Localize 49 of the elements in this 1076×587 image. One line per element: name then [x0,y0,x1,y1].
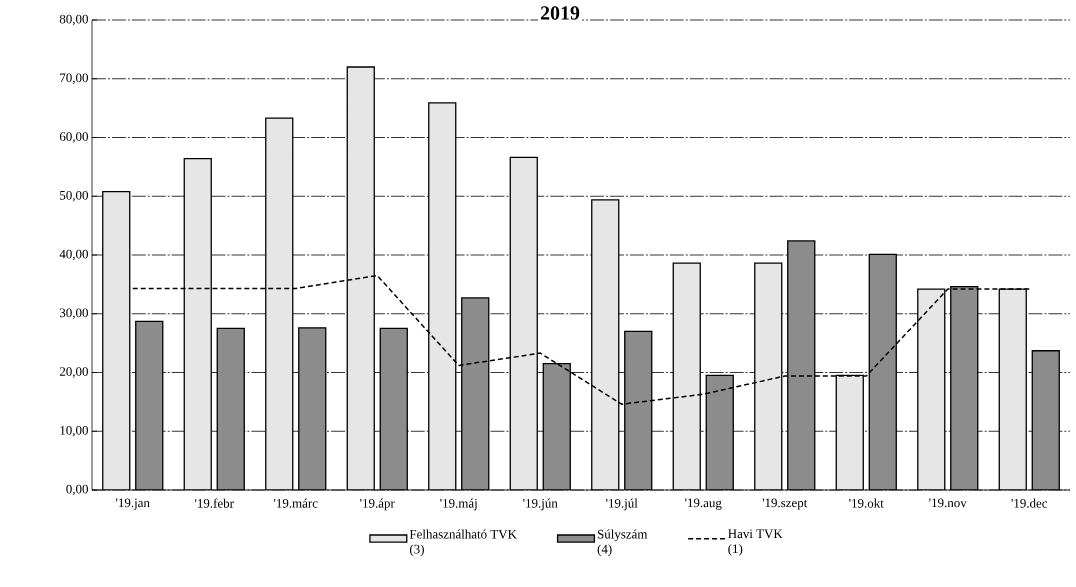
y-tick-label: 50,00 [60,190,88,202]
y-tick-label: 40,00 [59,249,88,261]
y-tick-label: 10,00 [60,425,88,437]
x-tick-label: '19.márc [274,498,318,508]
bar [542,363,571,490]
bar [754,262,783,490]
bar [998,288,1027,490]
y-tick-label: 20,00 [59,367,88,378]
bar [591,199,620,490]
x-tick-label: '19.aug [685,498,722,510]
bar [624,330,653,490]
y-tick-label: 60,00 [59,132,88,143]
x-tick-label: '19.jan [116,498,150,510]
x-tick-label: '19.máj [440,498,477,511]
bar [705,374,734,490]
bar [672,262,701,490]
y-tick-label: 80,00 [59,14,88,26]
bar [950,286,979,490]
legend-label: Felhasználható TVK (3) [409,529,517,557]
x-tick-label: '19.jún [523,498,558,511]
bar [298,327,327,490]
bar [1031,350,1060,490]
bar [461,297,490,490]
bar [135,320,164,490]
bar [265,117,294,490]
chart-title: 2019 [540,6,580,20]
x-tick-label: '19.dec [1011,498,1048,508]
bar [216,327,245,490]
bar [428,102,457,490]
x-tick-label: '19.szept [762,498,808,510]
x-tick-label: '19.ápr [360,498,395,511]
bar [917,288,946,490]
bar [102,190,131,490]
y-tick-label: 30,00 [59,308,88,320]
bar [183,158,212,490]
bar [379,327,408,490]
bar [509,156,538,490]
x-tick-label: '19.okt [849,498,884,508]
y-tick-label: 70,00 [60,73,88,85]
bar [346,66,375,490]
x-tick-label: '19.febr [195,498,234,508]
x-tick-label: '19.nov [929,498,967,508]
x-tick-label: '19.júl [606,498,638,511]
legend-label: Havi TVK (1) [728,529,783,556]
legend-label: Súlyszám (4) [597,529,648,557]
bar [868,253,897,490]
y-tick-label: 0,00 [66,484,88,496]
bar [787,240,816,490]
bar [835,374,864,490]
